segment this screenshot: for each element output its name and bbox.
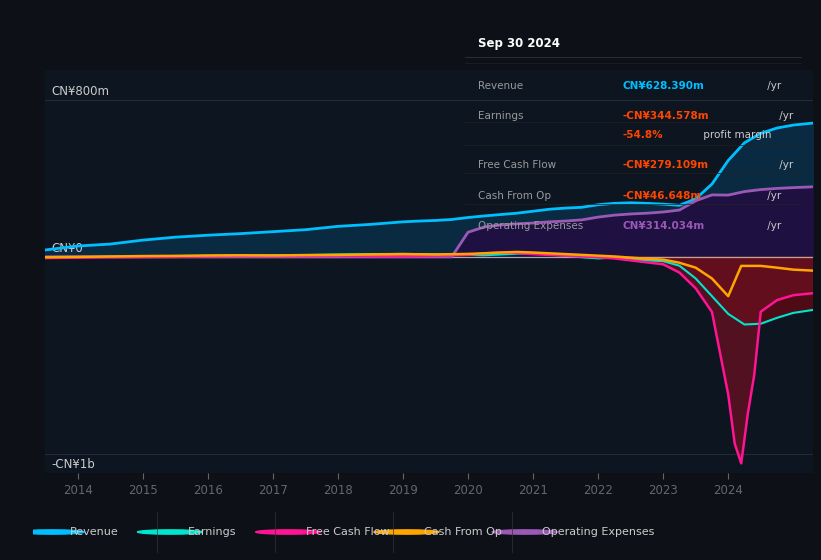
Circle shape: [492, 530, 557, 534]
Text: -CN¥46.648m: -CN¥46.648m: [623, 190, 702, 200]
Text: /yr: /yr: [777, 160, 794, 170]
Text: Operating Expenses: Operating Expenses: [543, 527, 655, 537]
Text: Free Cash Flow: Free Cash Flow: [478, 160, 557, 170]
Text: Cash From Op: Cash From Op: [424, 527, 502, 537]
Text: CN¥628.390m: CN¥628.390m: [623, 81, 704, 91]
Text: Free Cash Flow: Free Cash Flow: [306, 527, 389, 537]
Text: CN¥0: CN¥0: [52, 242, 84, 255]
Text: CN¥314.034m: CN¥314.034m: [623, 221, 705, 231]
Circle shape: [137, 530, 203, 534]
Text: Revenue: Revenue: [70, 527, 118, 537]
Circle shape: [255, 530, 321, 534]
Text: -CN¥344.578m: -CN¥344.578m: [623, 111, 709, 121]
Text: -CN¥1b: -CN¥1b: [52, 458, 95, 471]
Text: -54.8%: -54.8%: [623, 130, 663, 140]
Text: /yr: /yr: [777, 111, 794, 121]
Text: /yr: /yr: [764, 81, 781, 91]
Text: CN¥800m: CN¥800m: [52, 85, 110, 97]
Text: -CN¥279.109m: -CN¥279.109m: [623, 160, 709, 170]
Text: /yr: /yr: [764, 190, 781, 200]
Text: Earnings: Earnings: [188, 527, 236, 537]
Text: Operating Expenses: Operating Expenses: [478, 221, 584, 231]
Text: Earnings: Earnings: [478, 111, 524, 121]
Text: Sep 30 2024: Sep 30 2024: [478, 38, 560, 50]
Text: Cash From Op: Cash From Op: [478, 190, 551, 200]
Circle shape: [374, 530, 439, 534]
Circle shape: [19, 530, 85, 534]
Text: /yr: /yr: [764, 221, 781, 231]
Text: Revenue: Revenue: [478, 81, 523, 91]
Text: profit margin: profit margin: [699, 130, 771, 140]
